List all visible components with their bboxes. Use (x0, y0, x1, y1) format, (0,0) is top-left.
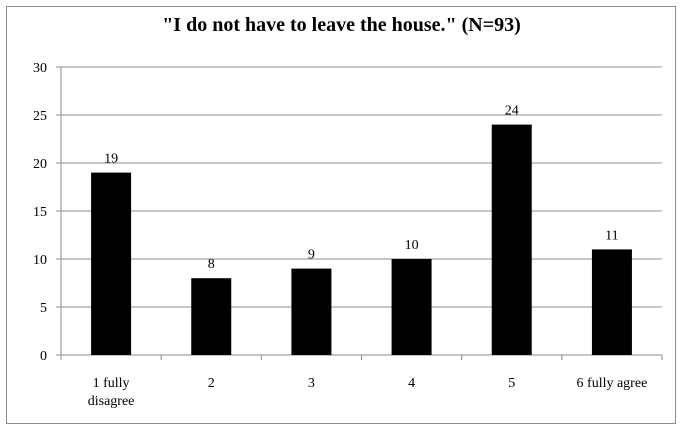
bar (491, 124, 532, 355)
data-label: 8 (208, 257, 215, 272)
x-tick-label: 6 fully agree (577, 376, 648, 391)
x-tick-label: disagree (88, 394, 135, 409)
data-label: 24 (505, 104, 519, 119)
x-tick-label: 1 fully (93, 376, 130, 391)
bars: 19 8 9 10 24 11 (91, 104, 632, 355)
y-tick-label: 10 (33, 253, 47, 268)
data-label: 11 (605, 228, 618, 243)
y-tick-label: 25 (33, 109, 47, 124)
y-tick-label: 5 (40, 301, 47, 316)
y-axis: 0 5 10 15 20 25 30 (33, 61, 62, 364)
x-tick-label: 3 (308, 376, 315, 391)
bar (391, 259, 432, 355)
y-tick-label: 20 (33, 157, 47, 172)
bar (91, 172, 132, 355)
bar (591, 249, 632, 355)
y-tick-label: 30 (33, 61, 47, 76)
x-tick-label: 2 (208, 376, 215, 391)
x-tick-label: 4 (408, 376, 415, 391)
y-tick-label: 15 (33, 205, 47, 220)
data-label: 10 (405, 238, 419, 253)
data-label: 19 (104, 152, 118, 167)
y-tick-label: 0 (40, 349, 47, 364)
gridlines (61, 66, 662, 356)
x-tick-label: 5 (508, 376, 515, 391)
x-axis: 1 fully disagree 2 3 4 5 6 fully agree (60, 355, 663, 409)
bar (291, 268, 332, 355)
bar (191, 278, 232, 355)
data-label: 9 (308, 248, 315, 263)
chart-title: "I do not have to leave the house." (N=9… (162, 14, 521, 36)
